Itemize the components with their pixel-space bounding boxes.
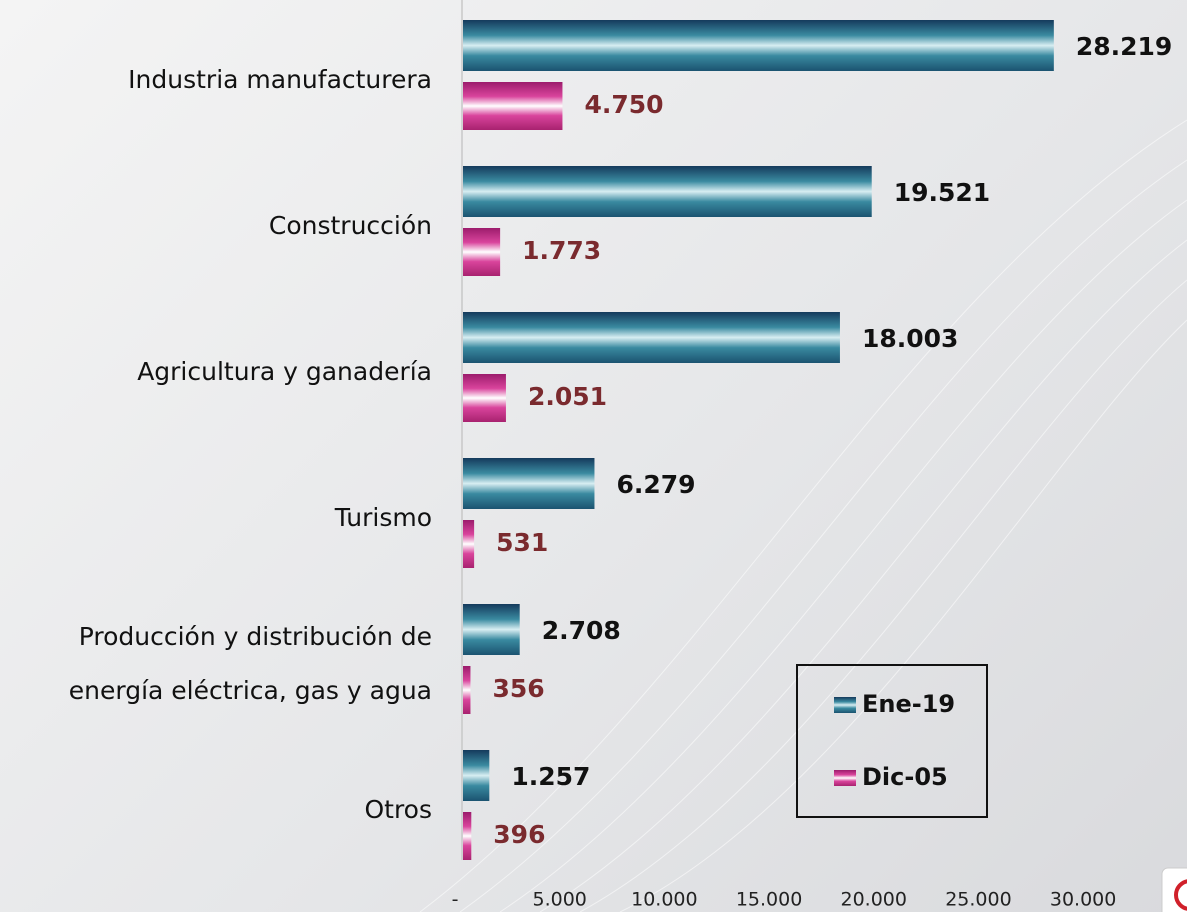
category-label: Agricultura y ganadería bbox=[137, 357, 432, 386]
bar bbox=[463, 750, 490, 801]
x-tick-label: 5.000 bbox=[532, 889, 586, 911]
legend-swatch bbox=[834, 770, 856, 786]
value-label: 1.257 bbox=[511, 762, 590, 791]
category-label: Industria manufacturera bbox=[128, 65, 432, 94]
x-tick-label: 10.000 bbox=[631, 889, 697, 911]
bar bbox=[463, 812, 472, 860]
bar bbox=[463, 228, 501, 276]
category-label: Turismo bbox=[334, 503, 432, 532]
bar bbox=[463, 458, 595, 509]
value-label: 18.003 bbox=[862, 324, 958, 353]
category-label: Otros bbox=[364, 795, 432, 824]
x-tick-label: 30.000 bbox=[1050, 889, 1116, 911]
legend-label: Dic-05 bbox=[862, 763, 948, 791]
bar bbox=[463, 312, 840, 363]
x-tick-label: 15.000 bbox=[736, 889, 802, 911]
legend-swatch bbox=[834, 697, 856, 713]
legend-label: Ene-19 bbox=[862, 690, 955, 718]
bar bbox=[463, 666, 471, 714]
value-label: 28.219 bbox=[1076, 32, 1172, 61]
bar bbox=[463, 374, 506, 422]
logo bbox=[1161, 867, 1187, 912]
value-label: 4.750 bbox=[584, 90, 663, 119]
bar bbox=[463, 20, 1054, 71]
background-swoosh bbox=[419, 119, 1187, 912]
value-label: 356 bbox=[492, 674, 544, 703]
value-label: 1.773 bbox=[522, 236, 601, 265]
category-label: Construcción bbox=[268, 211, 432, 240]
value-label: 531 bbox=[496, 528, 548, 557]
x-tick-label: 20.000 bbox=[841, 889, 907, 911]
value-label: 6.279 bbox=[616, 470, 695, 499]
category-label: Producción y distribución de energía elé… bbox=[68, 622, 432, 705]
bar bbox=[463, 604, 520, 655]
value-label: 19.521 bbox=[894, 178, 990, 207]
bar bbox=[463, 520, 475, 568]
x-tick-label: 25.000 bbox=[945, 889, 1011, 911]
bar bbox=[463, 166, 872, 217]
legend-box bbox=[796, 664, 988, 818]
value-label: 2.051 bbox=[528, 382, 607, 411]
x-tick-label: - bbox=[452, 889, 459, 911]
value-label: 396 bbox=[493, 820, 545, 849]
value-label: 2.708 bbox=[542, 616, 621, 645]
bar bbox=[463, 82, 563, 130]
